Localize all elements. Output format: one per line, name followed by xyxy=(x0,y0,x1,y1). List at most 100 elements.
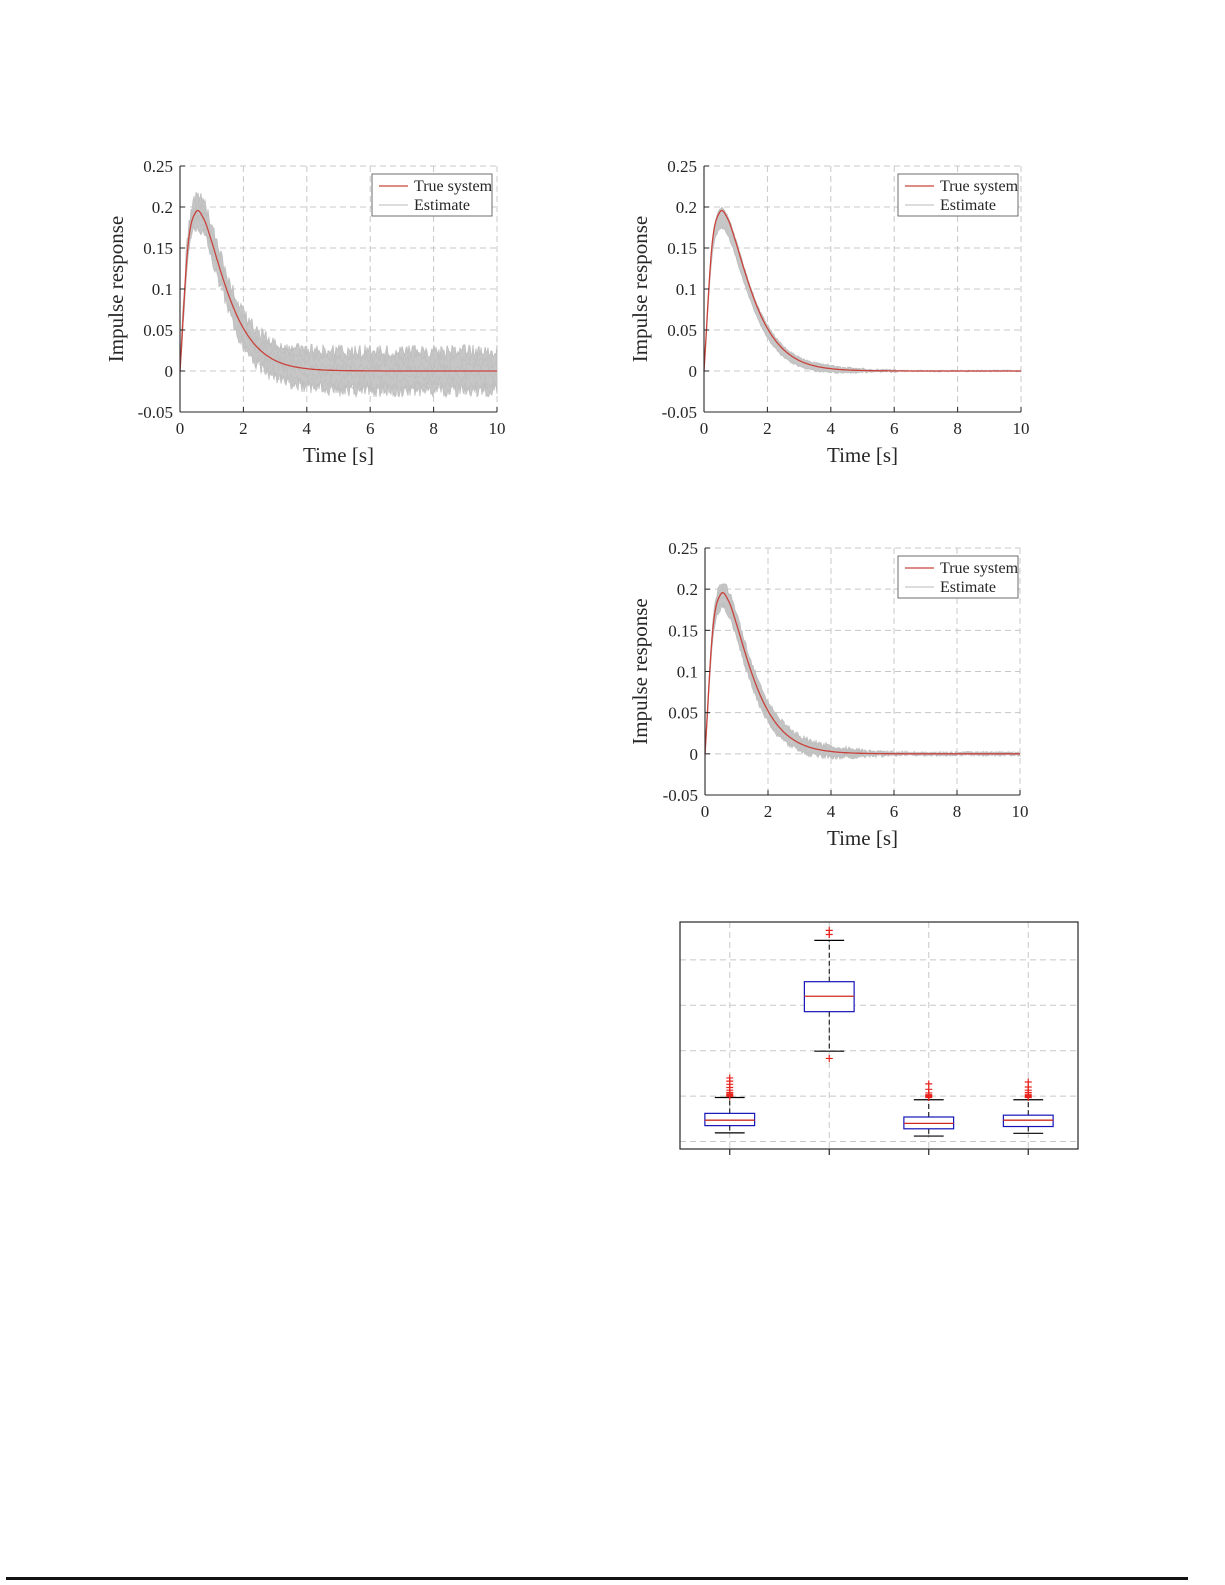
y-axis-label: Impulse response xyxy=(628,216,652,362)
axis-labels: Time [s] Impulse response xyxy=(628,598,898,850)
plot-border xyxy=(679,921,1079,1150)
axes xyxy=(703,165,1022,413)
y-axis-label: Impulse response xyxy=(104,216,128,362)
y-tick-label: 0.2 xyxy=(152,198,173,217)
outlier-marker xyxy=(825,926,833,934)
x-tick-label: 2 xyxy=(763,419,772,438)
x-axis-label: Time [s] xyxy=(827,826,898,850)
x-tick-label: 0 xyxy=(176,419,185,438)
figure-boxplot xyxy=(660,905,1100,1175)
page-footer-rule xyxy=(6,1577,1188,1580)
figure-impulse-medium: -0.05 0 0.05 0.1 0.15 0.2 0.25 0 2 4 6 8 10 Time [s] I… xyxy=(620,530,1040,860)
y-tick-label: 0.2 xyxy=(677,580,698,599)
y-tick-label: 0.05 xyxy=(667,321,697,340)
legend-box xyxy=(897,555,1019,599)
y-tick-label: 0.1 xyxy=(152,280,173,299)
true-system-line xyxy=(703,209,1021,372)
outlier-marker xyxy=(1024,1078,1032,1086)
legend: True system Estimate xyxy=(897,555,1019,599)
legend-label: Estimate xyxy=(414,197,470,214)
x-tick-label: 4 xyxy=(827,419,836,438)
estimate-band-area xyxy=(703,206,1022,375)
iqr-box xyxy=(1002,1114,1054,1128)
y-tick-label: -0.05 xyxy=(662,403,697,422)
x-tick-label: 10 xyxy=(1013,419,1030,438)
axes xyxy=(704,547,1021,796)
legend-label: True system xyxy=(414,178,493,195)
x-tick-label: 8 xyxy=(953,802,962,821)
x-tick-label: 2 xyxy=(239,419,248,438)
legend-box xyxy=(897,173,1019,217)
true-system xyxy=(179,209,497,372)
estimate-band-area xyxy=(704,582,1021,760)
iqr-box xyxy=(704,1112,756,1127)
y-tick-label: 0.1 xyxy=(676,280,697,299)
true-system-line xyxy=(179,209,497,372)
y-tick-label: 0.15 xyxy=(667,239,697,258)
outlier-marker xyxy=(726,1074,734,1082)
estimate-band xyxy=(179,191,498,399)
y-tick-label: 0.1 xyxy=(677,663,698,682)
true-system-line xyxy=(704,592,1020,755)
outlier-marker xyxy=(825,1054,833,1062)
x-tick-label: 4 xyxy=(303,419,312,438)
box-group-1 xyxy=(704,1074,756,1134)
x-tick-label: 6 xyxy=(890,419,899,438)
axes xyxy=(679,921,1079,1155)
legend-label: Estimate xyxy=(940,197,996,214)
x-axis-label: Time [s] xyxy=(827,443,898,467)
legend: True system Estimate xyxy=(371,173,493,217)
y-tick-label: 0.2 xyxy=(676,198,697,217)
estimate-noise-trace xyxy=(179,214,498,392)
legend-label: True system xyxy=(940,560,1019,577)
y-tick-label: 0 xyxy=(690,745,699,764)
estimate-noise-trace xyxy=(179,198,498,366)
y-axis-label: Impulse response xyxy=(628,598,652,744)
y-tick-label: -0.05 xyxy=(663,786,698,805)
legend-box xyxy=(371,173,493,217)
y-tick-label: 0.15 xyxy=(143,239,173,258)
legend-label: Estimate xyxy=(940,579,996,596)
axis-labels: Time [s] Impulse response xyxy=(104,216,374,467)
estimate-band xyxy=(704,582,1021,760)
y-tick-label: 0 xyxy=(165,362,174,381)
legend-label: True system xyxy=(940,178,1019,195)
fit-boxplot-chart xyxy=(679,921,1079,1155)
y-tick-label: 0 xyxy=(689,362,698,381)
y-tick-label: 0.05 xyxy=(143,321,173,340)
estimate-band xyxy=(703,206,1022,375)
true-system xyxy=(704,592,1020,755)
outlier-marker xyxy=(925,1080,933,1088)
y-tick-label: 0.25 xyxy=(143,157,173,176)
grid xyxy=(680,922,1078,1149)
x-tick-label: 6 xyxy=(890,802,899,821)
x-tick-label: 8 xyxy=(953,419,962,438)
y-tick-label: -0.05 xyxy=(138,403,173,422)
y-tick-label: 0.25 xyxy=(667,157,697,176)
y-tick-label: 0.15 xyxy=(668,621,698,640)
x-tick-label: 6 xyxy=(366,419,375,438)
box-group-4 xyxy=(1002,1078,1054,1134)
x-tick-label: 2 xyxy=(764,802,773,821)
box-group-3 xyxy=(903,1080,955,1137)
figure-impulse-tight: -0.05 0 0.05 0.1 0.15 0.2 0.25 0 2 4 6 8 10 Time [s] I… xyxy=(620,148,1040,478)
x-tick-label: 10 xyxy=(489,419,506,438)
y-tick-label: 0.25 xyxy=(668,539,698,558)
x-tick-label: 0 xyxy=(701,802,710,821)
x-axis-label: Time [s] xyxy=(303,443,374,467)
x-tick-label: 4 xyxy=(827,802,836,821)
x-tick-label: 0 xyxy=(700,419,709,438)
axis-labels: Time [s] Impulse response xyxy=(628,216,898,467)
legend: True system Estimate xyxy=(897,173,1019,217)
box-group-2 xyxy=(803,926,855,1062)
figure-impulse-noisy: -0.05 0 0.05 0.1 0.15 0.2 0.25 0 2 4 6 8 10 Time [s] I… xyxy=(100,148,520,478)
true-system xyxy=(703,209,1021,372)
x-tick-label: 10 xyxy=(1012,802,1029,821)
